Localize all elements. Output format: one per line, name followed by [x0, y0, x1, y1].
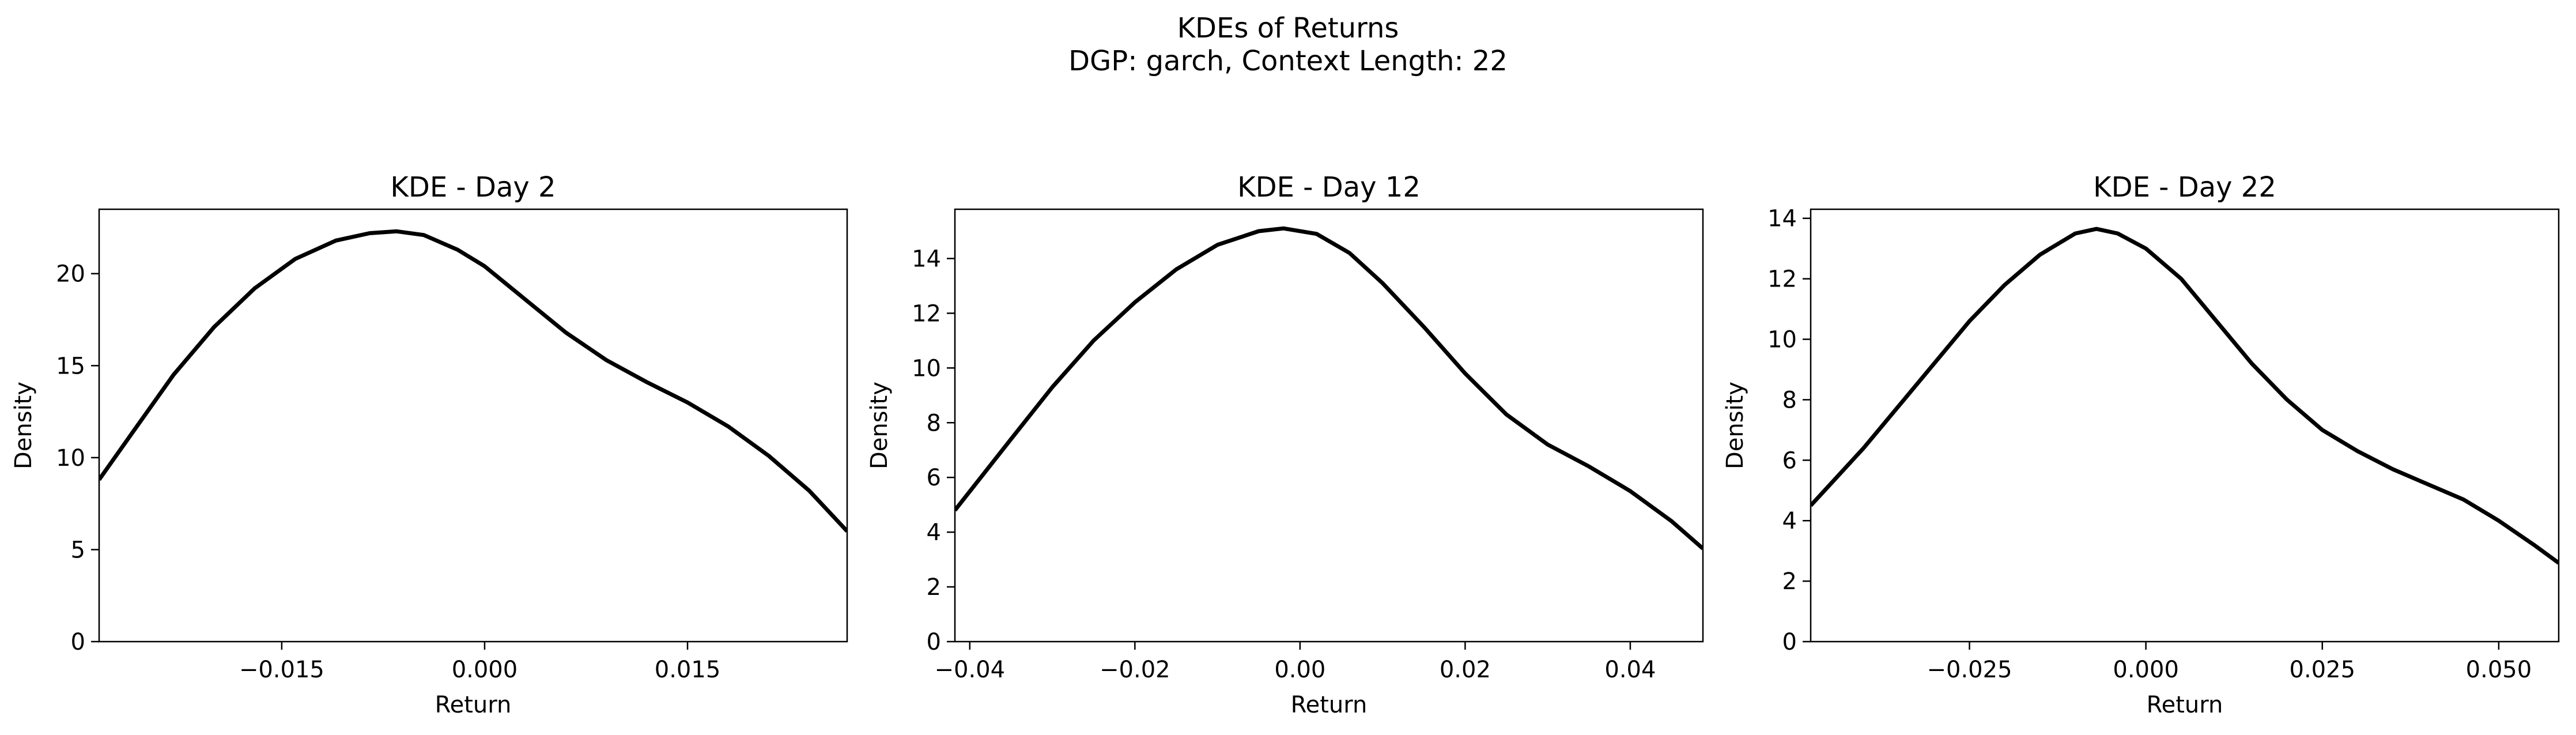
axes-frame	[954, 208, 1704, 643]
subplot-title: KDE - Day 22	[2093, 171, 2276, 203]
x-tick-label: −0.04	[934, 657, 1005, 683]
x-axis-label: Return	[1291, 692, 1368, 718]
x-tick-label: 0.025	[2290, 657, 2356, 683]
kde-line	[955, 226, 1703, 551]
y-tick-label: 2	[1782, 568, 1797, 595]
y-tick-label: 4	[927, 519, 941, 546]
x-tick-label: 0.050	[2466, 657, 2532, 683]
x-tick-label: −0.015	[239, 657, 324, 683]
y-tick-label: 8	[927, 410, 941, 436]
subplot-day-12: KDE - Day 12 Return Density −0.04 −0.02 0.…	[866, 171, 1704, 718]
x-tick-label: 0.00	[1274, 657, 1325, 683]
y-tick-label: 10	[912, 355, 941, 382]
subplot-title: KDE - Day 2	[390, 171, 556, 203]
axes-frame	[98, 208, 848, 643]
subplot-day-22: KDE - Day 22 Return Density −0.025 0.000 0…	[1722, 171, 2560, 718]
x-tick-label: 0.02	[1440, 657, 1491, 683]
y-tick-label: 4	[1782, 508, 1797, 534]
subplot-day-2: KDE - Day 2 Return Density −0.015 0.000 0.…	[10, 171, 848, 718]
x-tick-label: 0.015	[655, 657, 721, 683]
y-tick-label: 10	[1767, 327, 1797, 353]
y-tick-label: 10	[56, 445, 85, 472]
y-tick-label: 6	[1782, 447, 1797, 474]
y-axis-label: Density	[10, 382, 37, 469]
y-tick-label: 8	[1782, 387, 1797, 413]
kde-line	[99, 229, 847, 533]
figure-title: KDEs of Returns	[1177, 12, 1399, 44]
y-tick-label: 5	[71, 537, 85, 563]
y-tick-label: 2	[927, 574, 941, 601]
x-tick-label: 0.000	[2113, 657, 2179, 683]
y-tick-label: 14	[1767, 206, 1797, 232]
y-tick-label: 15	[56, 353, 85, 379]
y-tick-label: 0	[1782, 629, 1797, 655]
x-axis-label: Return	[2147, 692, 2223, 718]
y-tick-label: 0	[927, 629, 941, 655]
x-axis-label: Return	[435, 692, 512, 718]
x-tick-label: 0.000	[452, 657, 518, 683]
y-tick-label: 20	[56, 261, 85, 288]
y-tick-label: 14	[912, 246, 941, 272]
y-axis-label: Density	[1722, 382, 1748, 469]
axes-frame	[1810, 208, 2560, 643]
y-tick-label: 12	[1767, 266, 1797, 293]
kde-line	[1811, 227, 2559, 565]
subplot-title: KDE - Day 12	[1237, 171, 1421, 203]
y-tick-label: 12	[912, 300, 941, 327]
y-tick-label: 0	[71, 629, 85, 655]
figure-subtitle: DGP: garch, Context Length: 22	[1068, 45, 1508, 77]
y-axis-label: Density	[866, 382, 893, 469]
y-tick-label: 6	[927, 465, 941, 491]
x-tick-label: −0.02	[1100, 657, 1170, 683]
x-tick-label: −0.025	[1927, 657, 2012, 683]
x-tick-label: 0.04	[1604, 657, 1656, 683]
